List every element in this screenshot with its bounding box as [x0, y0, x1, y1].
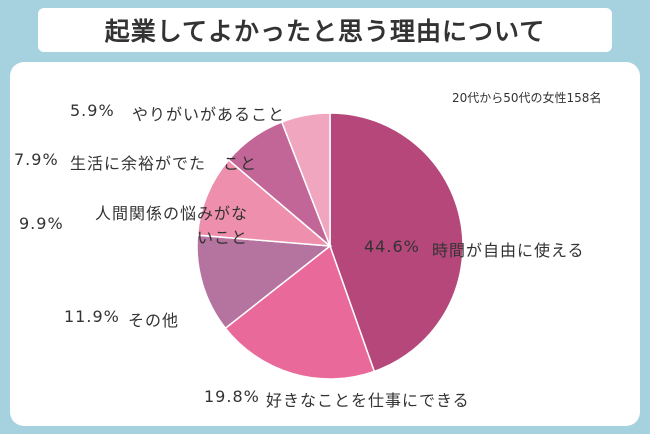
value-label: 5.9% [70, 101, 115, 120]
category-label: やりがいがあること [132, 105, 286, 124]
value-label: 7.9% [14, 150, 59, 169]
pie-slice [196, 234, 332, 330]
value-label: 19.8% [204, 387, 260, 406]
pie-slice [329, 112, 464, 373]
pie-slice [196, 158, 333, 247]
pie-slice [280, 112, 331, 247]
category-label: 時間が自由に使える [432, 241, 585, 260]
category-label: 好きなことを仕事にできる [266, 391, 470, 410]
value-label: 9.9% [19, 214, 64, 233]
value-label: 11.9% [64, 307, 120, 326]
category-label: その他 [128, 311, 180, 330]
value-label: 44.6% [364, 237, 420, 256]
pie-slice [224, 244, 376, 380]
chart-title: 起業してよかったと思う理由について [38, 8, 612, 52]
category-label: 生活に余裕がでた こと [70, 154, 258, 173]
category-label: 人間関係の悩みがないこと [94, 204, 248, 247]
chart-subtitle: 20代から50代の女性158名 [452, 91, 602, 105]
